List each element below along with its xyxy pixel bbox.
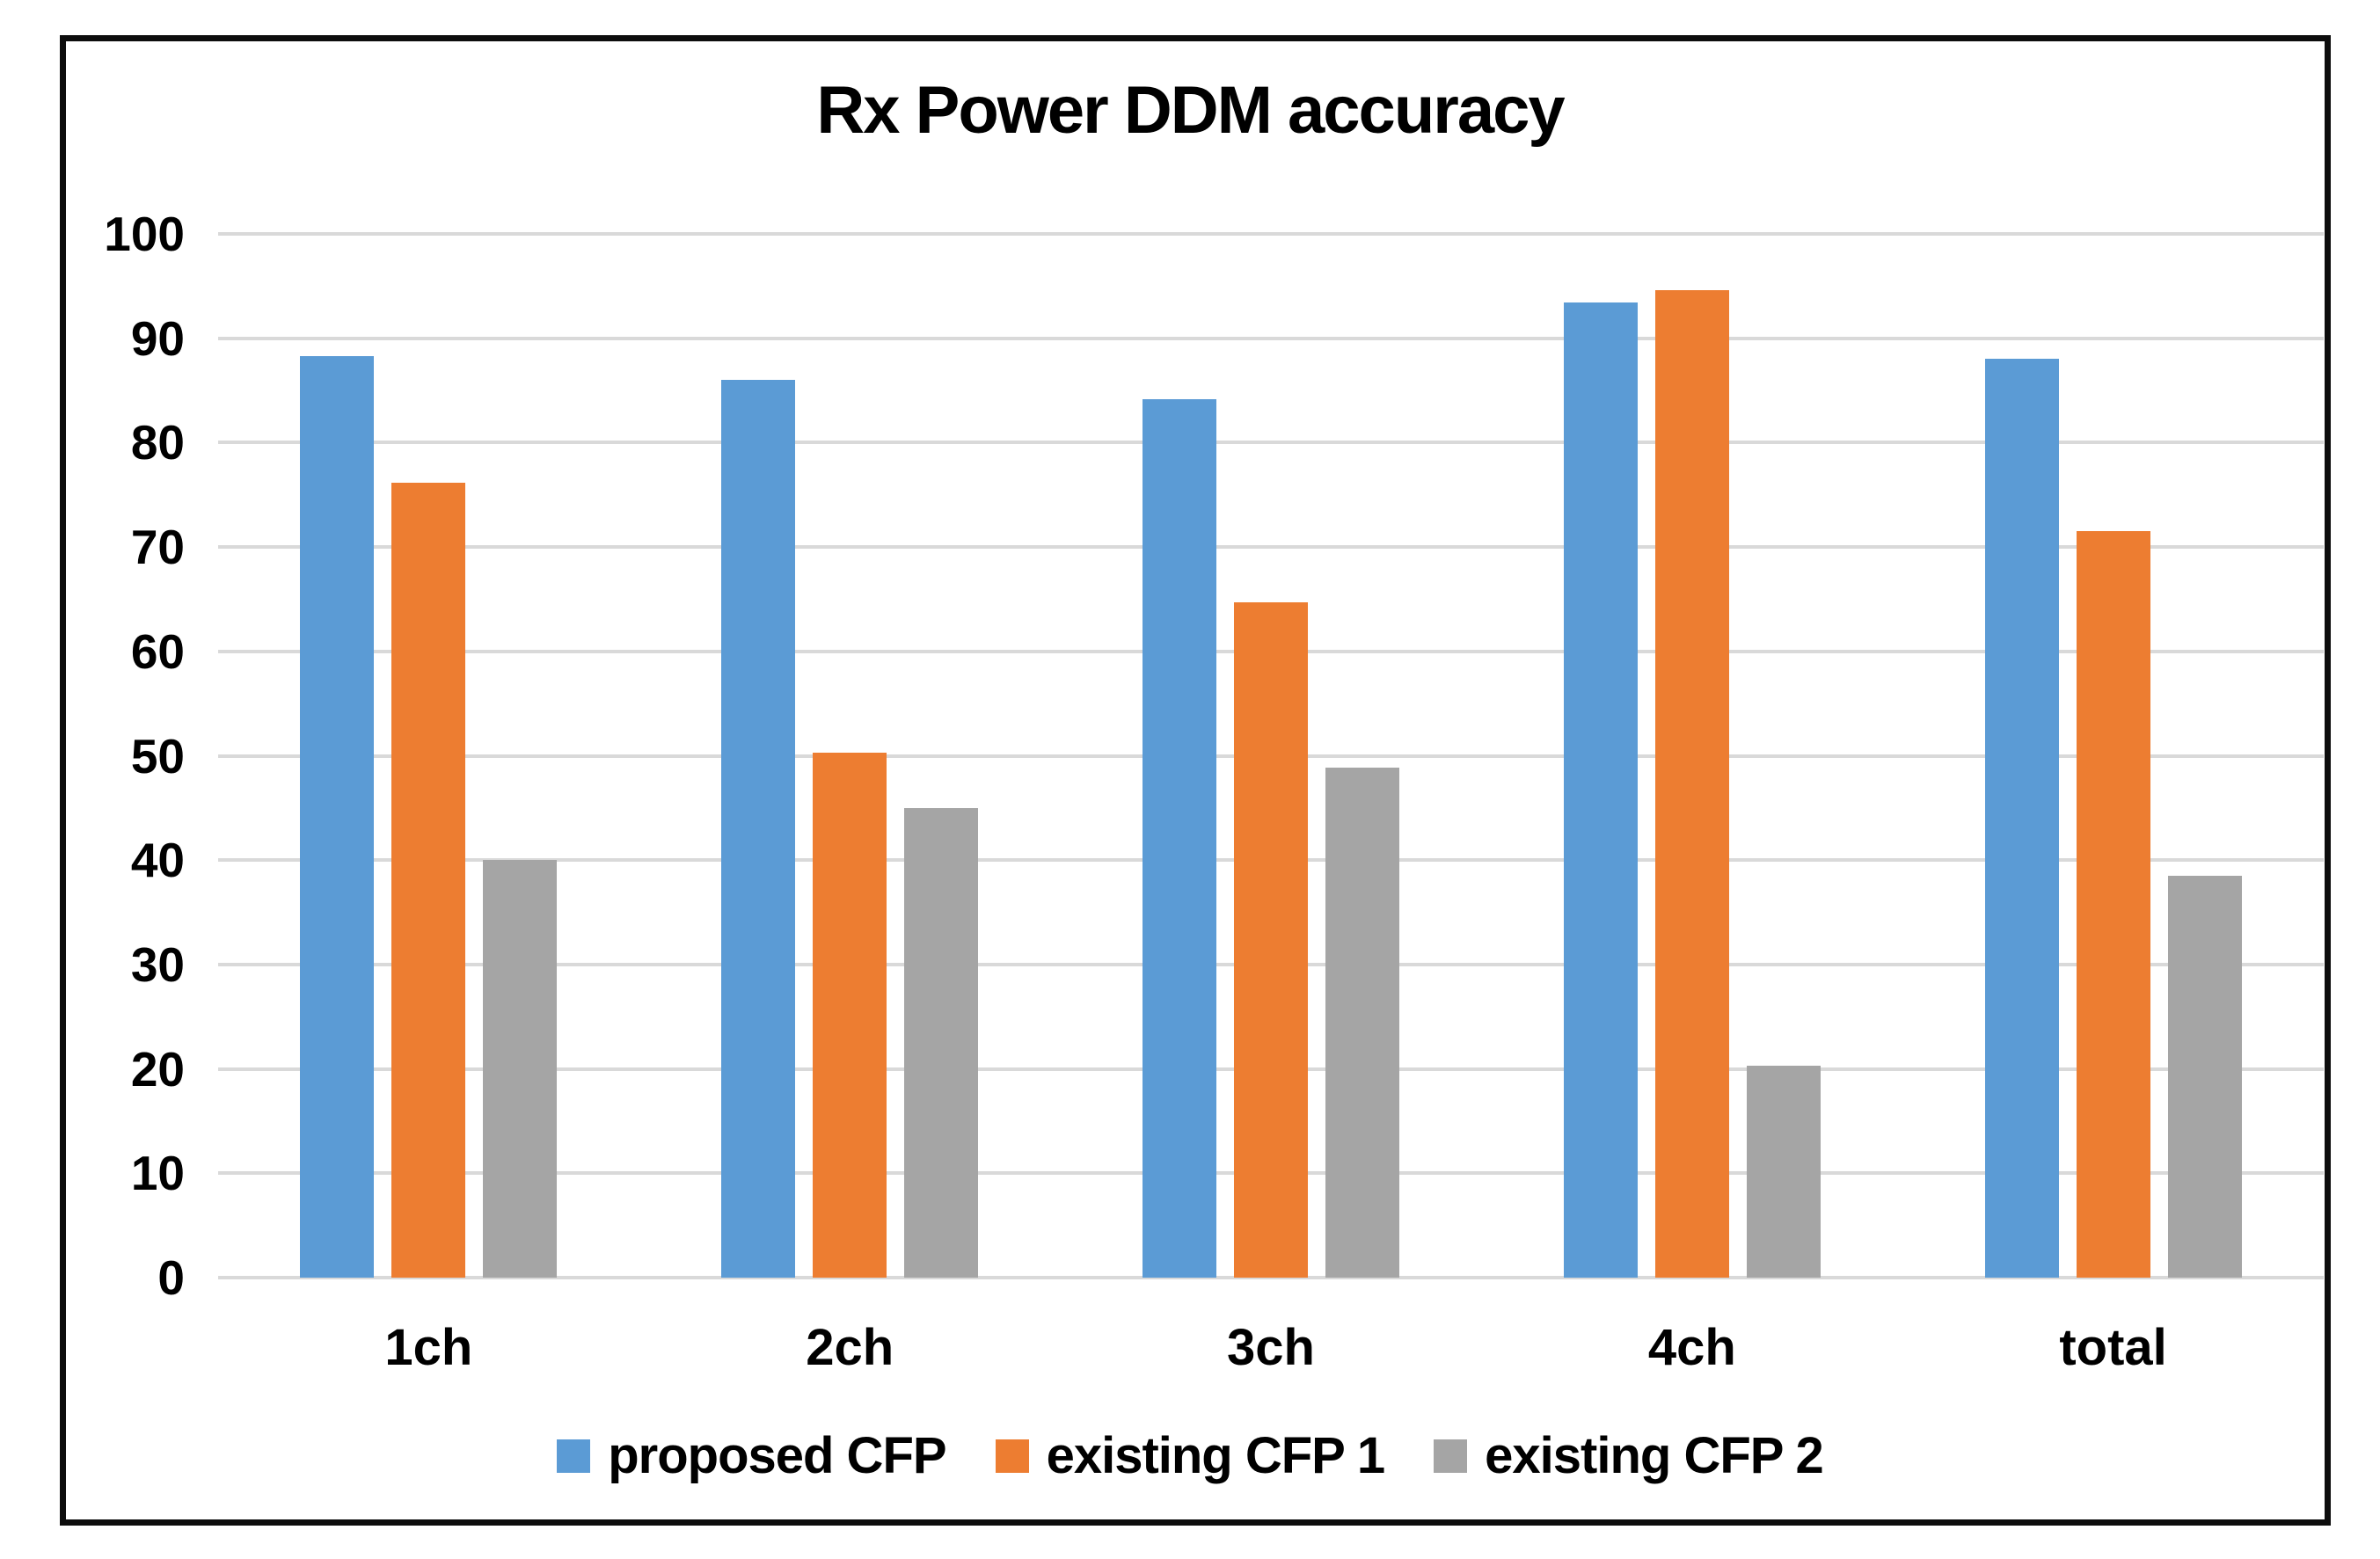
legend-item-existing-cfp-1: existing CFP 1	[995, 1426, 1386, 1485]
legend: proposed CFP existing CFP 1 existing CFP 2	[0, 1426, 2380, 1485]
legend-label-existing-cfp-1: existing CFP 1	[1046, 1427, 1386, 1484]
bar-proposed-cfp-total	[1984, 359, 2059, 1278]
bar-group-1ch	[218, 234, 639, 1278]
y-tick-label-70: 70	[130, 520, 185, 575]
bar-existing-cfp-1-1ch	[391, 482, 466, 1278]
bar-existing-cfp-2-3ch	[1325, 767, 1399, 1278]
gridline-0	[218, 1276, 2324, 1279]
bar-existing-cfp-1-2ch	[813, 752, 887, 1278]
x-axis-label-4ch: 4ch	[1647, 1319, 1736, 1376]
legend-item-proposed-cfp: proposed CFP	[557, 1426, 947, 1485]
bar-group-total	[1902, 234, 2324, 1278]
gridline-90	[218, 336, 2324, 340]
x-axis-label-3ch: 3ch	[1227, 1319, 1315, 1376]
bar-group-3ch	[1061, 234, 1482, 1278]
gridline-100	[218, 232, 2324, 236]
y-tick-label-90: 90	[130, 310, 185, 366]
bar-group-2ch	[639, 234, 1061, 1278]
legend-swatch-existing-cfp-2	[1434, 1439, 1468, 1473]
y-tick-label-100: 100	[104, 207, 185, 261]
x-axis-label-2ch: 2ch	[806, 1319, 894, 1376]
bar-proposed-cfp-2ch	[721, 380, 796, 1278]
chart-title: Rx Power DDM accuracy	[816, 73, 1565, 148]
y-tick-label-20: 20	[130, 1041, 185, 1096]
bar-proposed-cfp-3ch	[1142, 398, 1216, 1278]
y-tick-label-80: 80	[130, 415, 185, 470]
bar-existing-cfp-2-total	[2167, 876, 2242, 1278]
bar-existing-cfp-2-1ch	[483, 860, 558, 1278]
bar-existing-cfp-1-total	[2076, 531, 2150, 1278]
legend-swatch-existing-cfp-1	[995, 1439, 1029, 1473]
plot-area	[218, 232, 2324, 1279]
gridline-80	[218, 441, 2324, 445]
bar-proposed-cfp-1ch	[300, 355, 375, 1278]
bar-existing-cfp-2-2ch	[904, 807, 979, 1278]
legend-item-existing-cfp-2: existing CFP 2	[1434, 1426, 1824, 1485]
y-tick-label-50: 50	[130, 728, 185, 783]
bar-existing-cfp-1-4ch	[1654, 290, 1729, 1278]
y-tick-label-40: 40	[130, 833, 185, 888]
bar-proposed-cfp-4ch	[1563, 302, 1638, 1278]
y-tick-label-10: 10	[130, 1146, 185, 1201]
y-tick-label-60: 60	[130, 623, 185, 679]
gridline-70	[218, 545, 2324, 550]
y-tick-label-0: 0	[157, 1250, 185, 1305]
bar-group-4ch	[1481, 234, 1902, 1278]
legend-swatch-proposed-cfp	[557, 1439, 591, 1473]
bar-existing-cfp-2-4ch	[1746, 1066, 1821, 1278]
x-axis-label-total: total	[2059, 1319, 2167, 1376]
bar-existing-cfp-1-3ch	[1233, 602, 1308, 1278]
legend-label-proposed-cfp: proposed CFP	[608, 1427, 946, 1484]
x-axis-label-1ch: 1ch	[384, 1319, 473, 1376]
legend-label-existing-cfp-2: existing CFP 2	[1485, 1427, 1824, 1484]
y-tick-label-30: 30	[130, 936, 185, 992]
